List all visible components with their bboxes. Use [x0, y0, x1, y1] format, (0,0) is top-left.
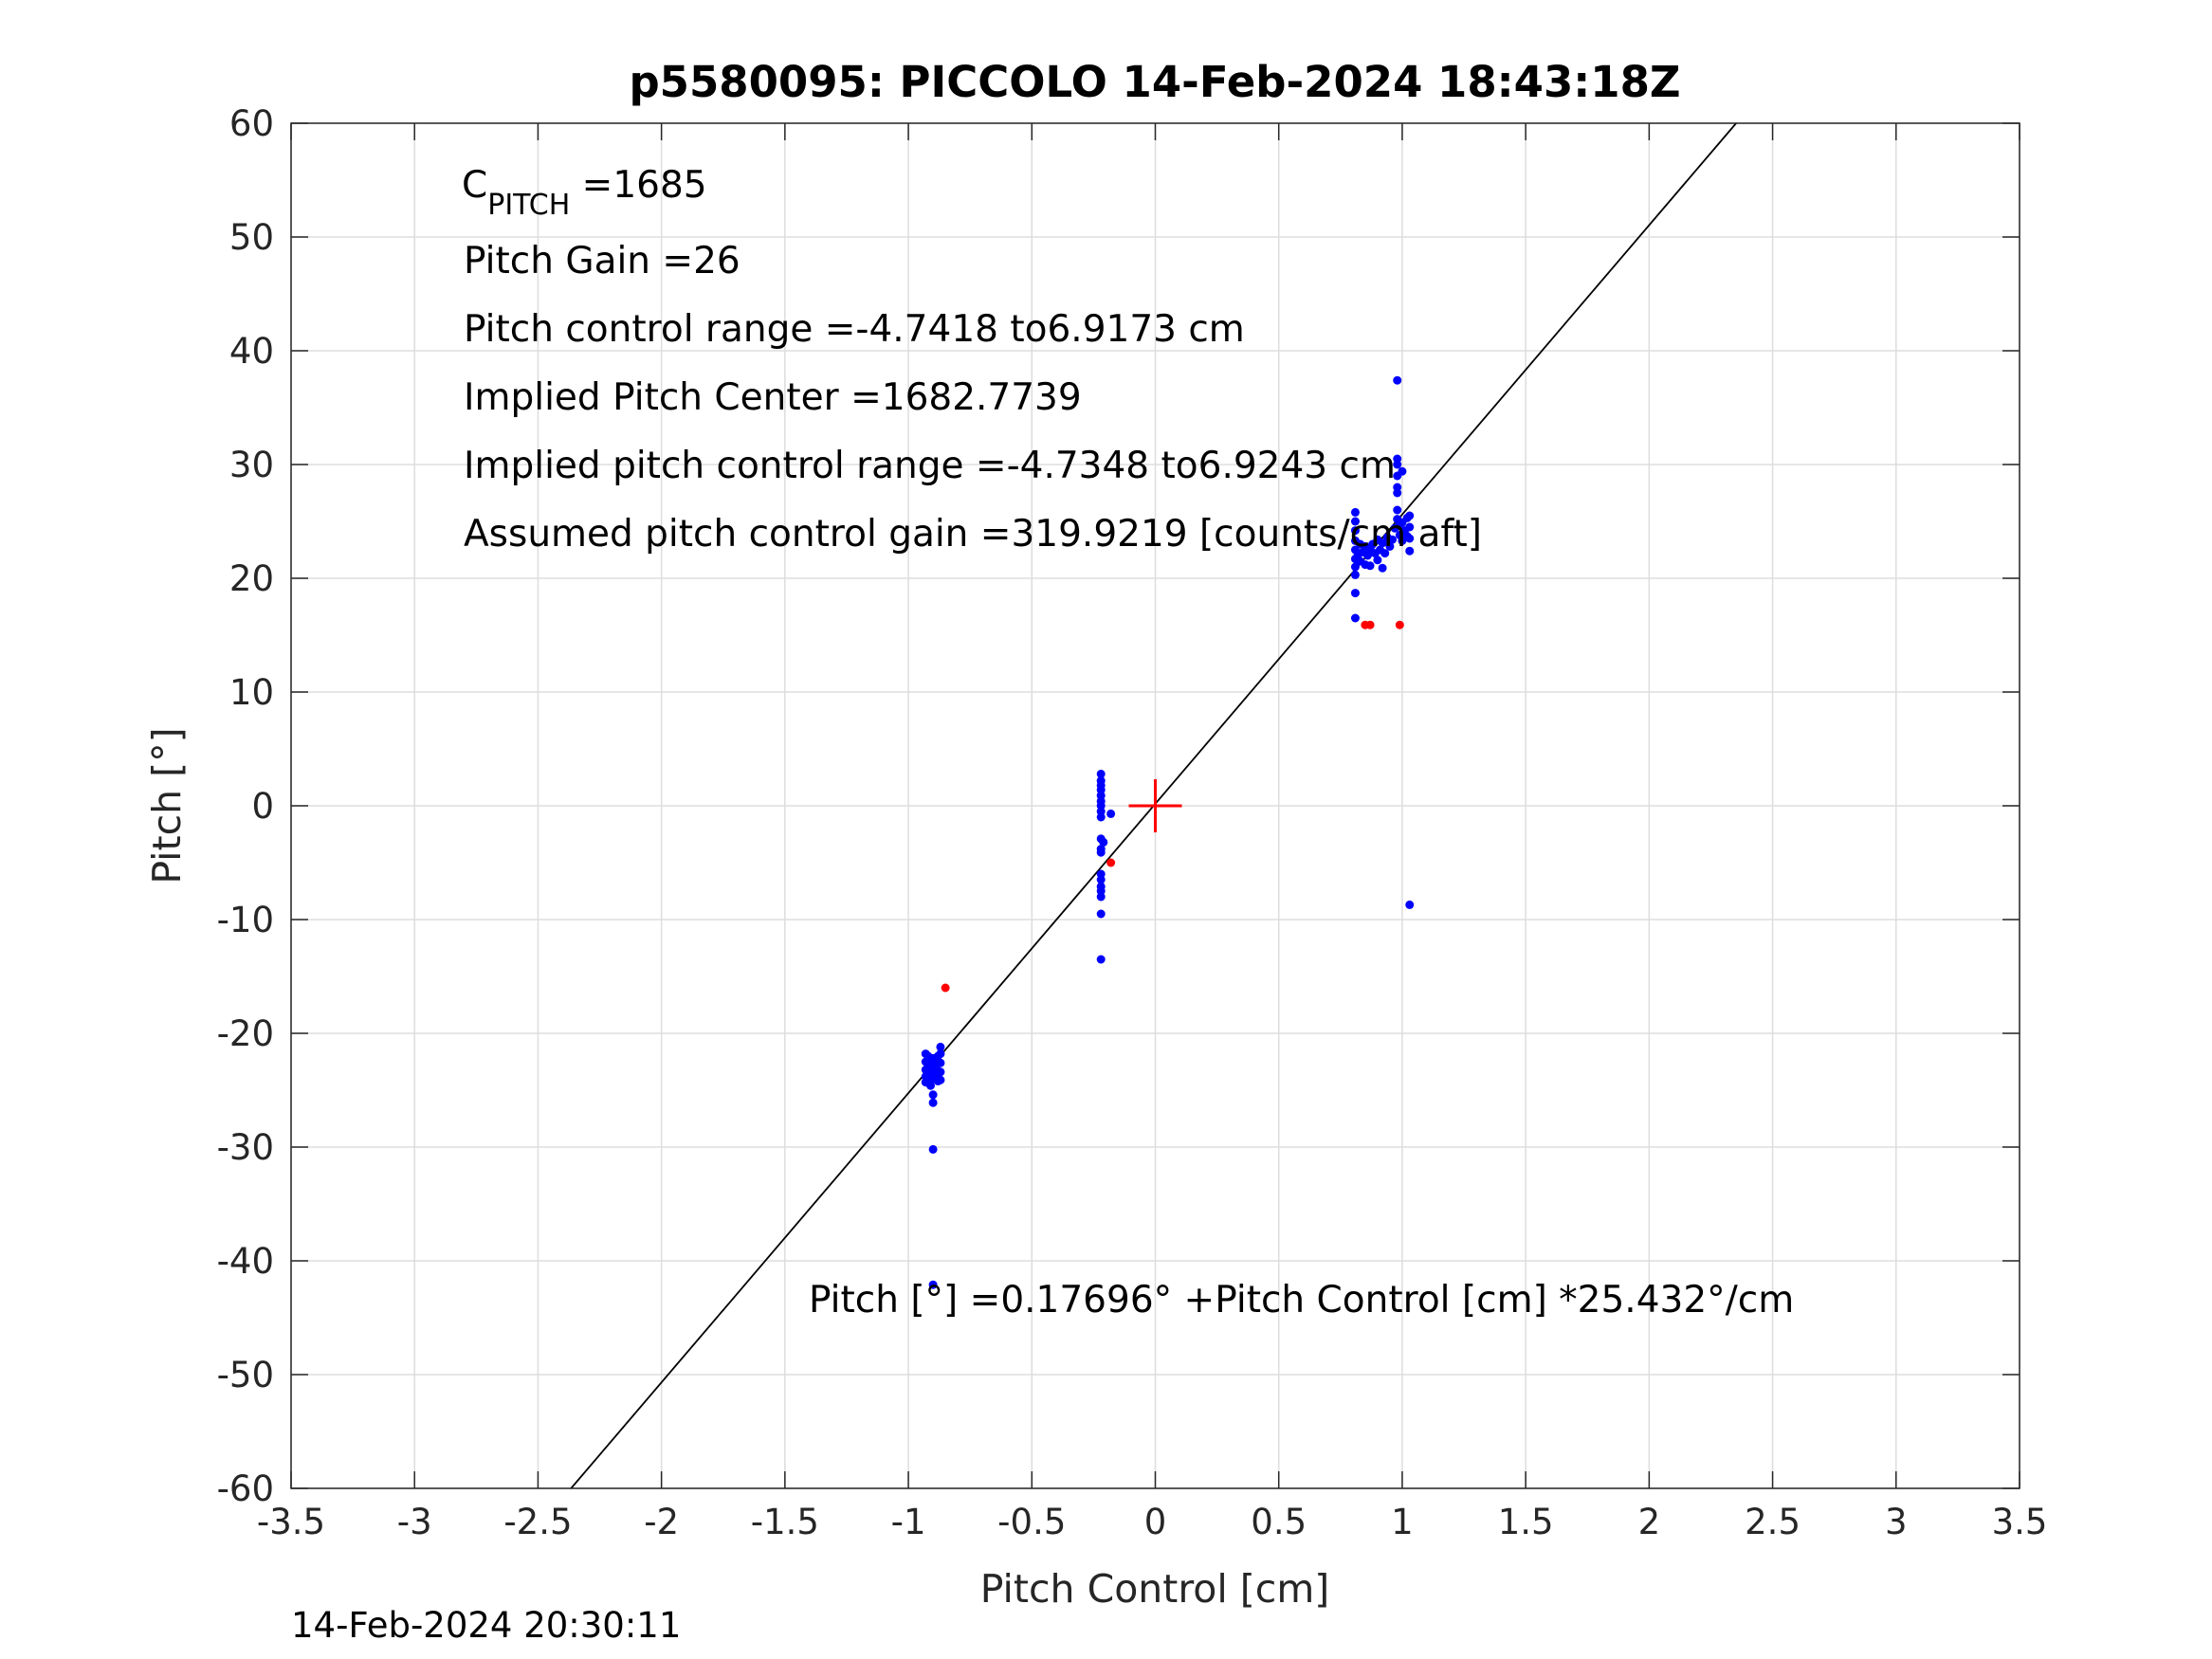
good-data-point — [1378, 563, 1387, 573]
timestamp: 14-Feb-2024 20:30:11 — [291, 1605, 681, 1646]
x-tick-label: -1.5 — [751, 1502, 819, 1542]
x-tick-label: -3.5 — [257, 1502, 325, 1542]
x-tick-label: -0.5 — [997, 1502, 1066, 1542]
good-data-point — [1096, 875, 1106, 884]
good-data-point — [1096, 848, 1106, 857]
good-data-point — [1096, 769, 1106, 778]
x-axis-label: Pitch Control [cm] — [980, 1566, 1330, 1612]
good-data-point — [1388, 535, 1398, 544]
bad-data-point — [941, 983, 950, 993]
x-tick-label: 2.5 — [1745, 1502, 1801, 1542]
good-data-point — [1350, 517, 1360, 526]
x-tick-label: -2.5 — [503, 1502, 572, 1542]
good-data-point — [1096, 909, 1106, 919]
axes-box — [290, 122, 2020, 1489]
ticks: -3.5 -3 -2.5 -2 -1.5 -1 -0.5 0 0.5 1 1.5 2 2.5 3 3.5 60… — [217, 103, 2048, 1542]
good-data-point — [936, 1058, 945, 1067]
good-data-point — [936, 1075, 945, 1085]
x-tick-label: 3.5 — [1992, 1502, 2048, 1542]
good-data-point — [1405, 511, 1415, 520]
good-data-point — [1365, 561, 1375, 571]
y-tick-label: -10 — [217, 900, 274, 940]
y-tick-label: 0 — [251, 786, 274, 827]
implied-center-annotation: Implied Pitch Center =1682.7739 — [464, 376, 1082, 419]
y-tick-label: -30 — [217, 1127, 274, 1168]
good-data-point — [1096, 892, 1106, 902]
good-data-point — [1350, 613, 1360, 623]
good-data-point — [936, 1067, 945, 1077]
center-marker — [1128, 779, 1182, 832]
good-data-point — [936, 1042, 945, 1051]
good-data-point — [1350, 526, 1360, 536]
x-tick-label: 0.5 — [1251, 1502, 1307, 1542]
c-pitch-subscript: PITCH — [487, 189, 570, 222]
data-points — [921, 375, 1415, 1289]
x-tick-label: 1.5 — [1498, 1502, 1554, 1542]
pitch-gain-annotation: Pitch Gain =26 — [464, 240, 740, 283]
good-data-point — [1385, 541, 1395, 551]
y-tick-label: 60 — [229, 103, 274, 144]
y-tick-label: -40 — [217, 1241, 274, 1282]
good-data-point — [1350, 589, 1360, 598]
good-data-point — [1405, 900, 1415, 909]
control-range-annotation: Pitch control range =-4.7418 to6.9173 cm — [464, 308, 1245, 351]
good-data-point — [928, 1280, 938, 1289]
x-tick-label: 3 — [1885, 1502, 1908, 1542]
y-axis-label: Pitch [°] — [144, 727, 190, 884]
c-pitch-main: C — [462, 164, 487, 207]
y-tick-label: 30 — [229, 445, 274, 485]
y-tick-label: 20 — [229, 558, 274, 599]
good-data-point — [1393, 375, 1402, 385]
good-data-point — [936, 1049, 945, 1059]
x-tick-label: -1 — [891, 1502, 926, 1542]
y-tick-label: -60 — [217, 1468, 274, 1509]
implied-range-annotation: Implied pitch control range =-4.7348 to6… — [464, 445, 1396, 487]
assumed-gain-annotation: Assumed pitch control gain =319.9219 [co… — [464, 513, 1482, 556]
chart-title: p5580095: PICCOLO 14-Feb-2024 18:43:18Z — [629, 57, 1680, 107]
good-data-point — [1393, 488, 1402, 498]
bad-data-point — [1106, 858, 1116, 867]
good-data-point — [1393, 460, 1402, 469]
good-data-point — [1380, 549, 1390, 558]
good-data-point — [1405, 546, 1415, 556]
x-tick-label: -2 — [644, 1502, 679, 1542]
good-data-point — [1106, 809, 1116, 818]
fit-equation-annotation: Pitch [°] =0.17696° +Pitch Control [cm] … — [809, 1279, 1794, 1322]
good-data-point — [928, 1098, 938, 1107]
x-tick-label: 0 — [1144, 1502, 1167, 1542]
c-pitch-annotation: CPITCH =1685 — [462, 164, 707, 222]
good-data-point — [1350, 570, 1360, 579]
good-data-point — [1405, 522, 1415, 532]
y-tick-label: 50 — [229, 217, 274, 258]
x-tick-label: 1 — [1391, 1502, 1414, 1542]
bad-data-point — [1395, 620, 1404, 629]
good-data-point — [1362, 551, 1372, 560]
good-data-point — [1096, 955, 1106, 964]
good-data-point — [1099, 837, 1108, 847]
x-tick-label: -3 — [397, 1502, 432, 1542]
y-tick-label: 10 — [229, 672, 274, 713]
bad-data-point — [1365, 620, 1375, 629]
good-data-point — [1350, 562, 1360, 572]
y-tick-label: 40 — [229, 331, 274, 372]
c-pitch-value: =1685 — [570, 164, 706, 207]
good-data-point — [926, 1081, 936, 1090]
good-data-point — [1393, 505, 1402, 515]
good-data-point — [1378, 538, 1387, 548]
y-tick-label: -50 — [217, 1355, 274, 1395]
good-data-point — [928, 1144, 938, 1154]
good-data-point — [1096, 812, 1106, 822]
good-data-point — [928, 1090, 938, 1100]
y-tick-label: -20 — [217, 1013, 274, 1054]
x-tick-label: 2 — [1638, 1502, 1661, 1542]
good-data-point — [1373, 556, 1382, 565]
good-data-point — [1398, 466, 1407, 476]
good-data-point — [1405, 534, 1415, 543]
good-data-point — [1350, 507, 1360, 517]
